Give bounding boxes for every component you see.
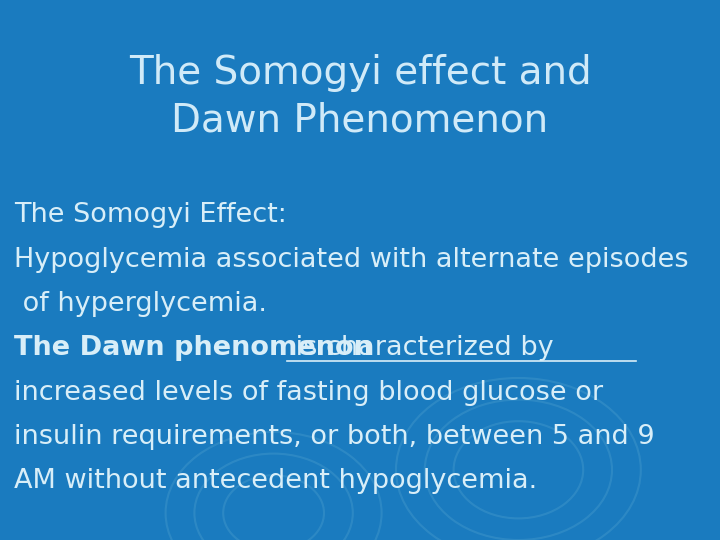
Text: insulin requirements, or both, between 5 and 9: insulin requirements, or both, between 5… — [14, 424, 655, 450]
Text: The Dawn phenomenon: The Dawn phenomenon — [14, 335, 373, 361]
Text: of hyperglycemia.: of hyperglycemia. — [14, 291, 267, 317]
Text: AM without antecedent hypoglycemia.: AM without antecedent hypoglycemia. — [14, 468, 538, 494]
Text: The Somogyi effect and
Dawn Phenomenon: The Somogyi effect and Dawn Phenomenon — [129, 54, 591, 139]
Text: The Somogyi Effect:: The Somogyi Effect: — [14, 202, 287, 228]
Text: increased levels of fasting blood glucose or: increased levels of fasting blood glucos… — [14, 380, 603, 406]
Text: Hypoglycemia associated with alternate episodes: Hypoglycemia associated with alternate e… — [14, 247, 689, 273]
Text: is characterized by: is characterized by — [287, 335, 562, 361]
